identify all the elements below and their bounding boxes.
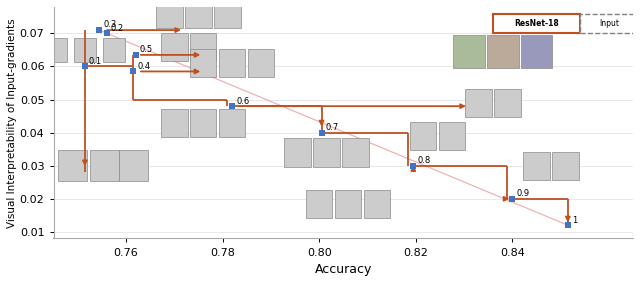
Bar <box>523 152 550 180</box>
Bar <box>410 122 436 150</box>
Point <box>316 130 326 135</box>
Bar <box>214 0 241 28</box>
Bar <box>190 109 216 137</box>
Bar <box>520 35 552 68</box>
Bar <box>190 49 216 77</box>
Text: Input: Input <box>599 19 619 28</box>
Bar <box>190 33 216 61</box>
Bar <box>438 122 465 150</box>
Point <box>507 196 517 201</box>
Point <box>128 69 138 74</box>
Text: 1: 1 <box>572 216 577 225</box>
Text: 0.5: 0.5 <box>140 45 152 54</box>
FancyBboxPatch shape <box>580 14 638 33</box>
Bar <box>185 0 212 28</box>
Bar <box>486 35 518 68</box>
Bar <box>465 89 492 117</box>
Bar <box>45 38 67 62</box>
Point <box>80 64 90 69</box>
FancyBboxPatch shape <box>493 14 580 33</box>
Bar <box>306 190 332 218</box>
Text: 0.6: 0.6 <box>236 97 250 106</box>
Bar <box>453 35 484 68</box>
Bar <box>156 0 182 28</box>
Bar <box>58 150 88 181</box>
Text: 0.8: 0.8 <box>417 156 431 165</box>
Point <box>102 31 112 36</box>
Bar <box>102 38 125 62</box>
Text: 0.9: 0.9 <box>516 189 529 198</box>
Point <box>563 223 573 228</box>
Bar <box>552 152 579 180</box>
Bar <box>90 150 119 181</box>
Y-axis label: Visual Interpretability of Input-gradients: Visual Interpretability of Input-gradien… <box>7 18 17 228</box>
Text: ResNet-18: ResNet-18 <box>514 19 559 28</box>
Bar <box>248 49 275 77</box>
Point <box>227 104 237 108</box>
Point <box>408 164 419 168</box>
Bar <box>313 138 340 166</box>
Point <box>131 53 141 57</box>
Bar <box>74 38 96 62</box>
Text: 0.3: 0.3 <box>103 20 116 29</box>
Bar <box>219 49 246 77</box>
Bar <box>335 190 362 218</box>
Bar <box>219 109 246 137</box>
Text: 0.2: 0.2 <box>111 24 124 33</box>
Bar <box>161 109 188 137</box>
Text: 0.4: 0.4 <box>137 62 150 71</box>
Text: 0.7: 0.7 <box>325 123 339 132</box>
Bar <box>342 138 369 166</box>
Bar <box>161 33 188 61</box>
X-axis label: Accuracy: Accuracy <box>315 263 372 276</box>
Bar <box>364 190 390 218</box>
Bar <box>284 138 310 166</box>
Text: 0.1: 0.1 <box>89 57 102 66</box>
Bar <box>118 150 148 181</box>
Bar <box>494 89 521 117</box>
Point <box>94 28 104 32</box>
